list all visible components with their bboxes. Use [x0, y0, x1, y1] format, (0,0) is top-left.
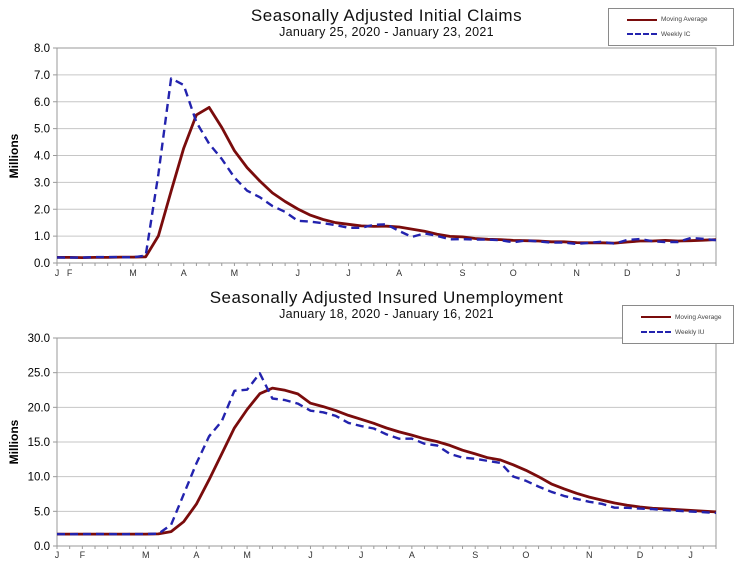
weekly-line-swatch	[641, 331, 671, 333]
svg-text:N: N	[586, 550, 593, 560]
svg-text:M: M	[142, 550, 150, 560]
chart-title: Seasonally Adjusted Initial Claims	[250, 6, 523, 25]
svg-text:1.0: 1.0	[34, 231, 50, 243]
svg-text:20.0: 20.0	[28, 402, 50, 414]
svg-text:10.0: 10.0	[28, 472, 50, 484]
svg-text:0.0: 0.0	[34, 258, 50, 270]
legend-label: Moving Average	[661, 16, 708, 24]
svg-text:J: J	[359, 550, 364, 560]
svg-text:15.0: 15.0	[28, 437, 50, 449]
svg-text:25.0: 25.0	[28, 368, 50, 380]
legend: Moving Average Weekly IC	[608, 8, 734, 46]
legend-item-weekly-iu: Weekly IU	[641, 326, 733, 338]
svg-text:S: S	[460, 268, 466, 278]
chart-subtitle: January 25, 2020 - January 23, 2021	[279, 25, 494, 39]
moving-average-line-swatch	[641, 316, 671, 318]
svg-text:F: F	[80, 550, 86, 560]
svg-text:M: M	[129, 268, 137, 278]
svg-text:O: O	[522, 550, 529, 560]
svg-text:D: D	[624, 268, 631, 278]
moving-average-line-swatch	[627, 18, 657, 21]
svg-text:J: J	[676, 268, 681, 278]
svg-text:30.0: 30.0	[28, 333, 50, 345]
svg-text:F: F	[67, 268, 73, 278]
legend-item-moving-average: Moving Average	[627, 14, 733, 26]
svg-text:N: N	[573, 268, 580, 278]
legend: Moving Average Weekly IU	[622, 305, 734, 344]
svg-text:J: J	[55, 268, 60, 278]
svg-text:0.0: 0.0	[34, 541, 50, 553]
svg-text:J: J	[55, 550, 60, 560]
svg-text:3.0: 3.0	[34, 177, 50, 189]
weekly-line	[56, 372, 717, 536]
svg-text:A: A	[193, 550, 199, 560]
legend-item-moving-average: Moving Average	[641, 311, 733, 323]
svg-text:M: M	[243, 550, 251, 560]
svg-text:M: M	[231, 268, 239, 278]
legend-label: Moving Average	[675, 313, 722, 321]
chart-title: Seasonally Adjusted Insured Unemployment	[209, 288, 564, 307]
weekly-line-swatch	[627, 33, 657, 36]
svg-text:A: A	[396, 268, 402, 278]
legend-label: Weekly IC	[661, 30, 691, 38]
svg-text:J: J	[296, 268, 301, 278]
svg-text:O: O	[510, 268, 517, 278]
svg-text:2.0: 2.0	[34, 204, 50, 216]
svg-text:S: S	[472, 550, 478, 560]
svg-text:5.0: 5.0	[34, 506, 50, 518]
svg-text:J: J	[308, 550, 313, 560]
plot-area-initial-claims: 0.01.02.03.04.05.06.07.08.0J F M A M J J A S O N D J	[34, 43, 717, 278]
svg-text:A: A	[409, 550, 415, 560]
legend-item-weekly-ic: Weekly IC	[627, 28, 733, 40]
chart-subtitle: January 18, 2020 - January 16, 2021	[279, 307, 494, 321]
svg-text:4.0: 4.0	[34, 151, 50, 163]
svg-text:D: D	[637, 550, 644, 560]
svg-text:J: J	[346, 268, 351, 278]
svg-text:7.0: 7.0	[34, 70, 50, 82]
svg-text:8.0: 8.0	[34, 43, 50, 55]
weekly-line	[56, 77, 717, 259]
plot-area-insured-unemployment: 0.0 5.0 10.0 15.0 20.0 25.0 30.0 J F M A M J J A S O N D J	[28, 333, 717, 560]
svg-text:6.0: 6.0	[34, 97, 50, 109]
svg-text:A: A	[181, 268, 187, 278]
svg-text:5.0: 5.0	[34, 124, 50, 136]
svg-text:J: J	[688, 550, 693, 560]
legend-label: Weekly IU	[675, 328, 705, 336]
moving-average-line	[57, 386, 717, 536]
